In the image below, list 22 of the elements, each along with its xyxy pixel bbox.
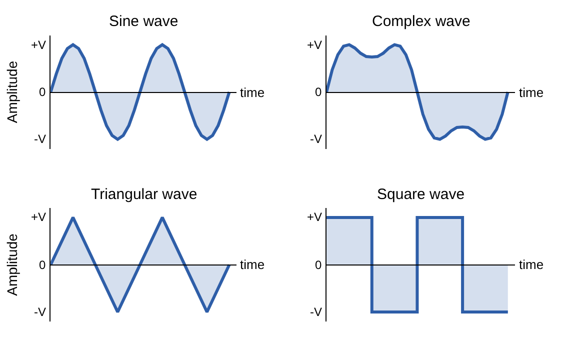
text: -V [34, 305, 46, 319]
text: +V [307, 38, 322, 52]
chart-title: Complex wave [372, 13, 470, 30]
y-axis-title: Amplitude [4, 233, 20, 296]
text: +V [31, 210, 46, 224]
text: -V [310, 305, 322, 319]
chart-title: Triangular wave [91, 186, 198, 203]
x-axis-title: time [240, 85, 265, 100]
chart-title: Sine wave [109, 13, 178, 30]
x-axis-title: time [519, 85, 544, 100]
text: -V [34, 132, 46, 146]
text: 0 [39, 85, 46, 99]
text: -V [310, 132, 322, 146]
text: +V [307, 210, 322, 224]
text: 0 [315, 258, 322, 272]
x-axis-title: time [519, 257, 544, 272]
y-axis-title: Amplitude [4, 60, 20, 124]
x-axis-title: time [240, 257, 265, 272]
text: 0 [315, 85, 322, 99]
chart-title: Square wave [377, 186, 465, 203]
text: 0 [39, 258, 46, 272]
text: +V [31, 38, 46, 52]
